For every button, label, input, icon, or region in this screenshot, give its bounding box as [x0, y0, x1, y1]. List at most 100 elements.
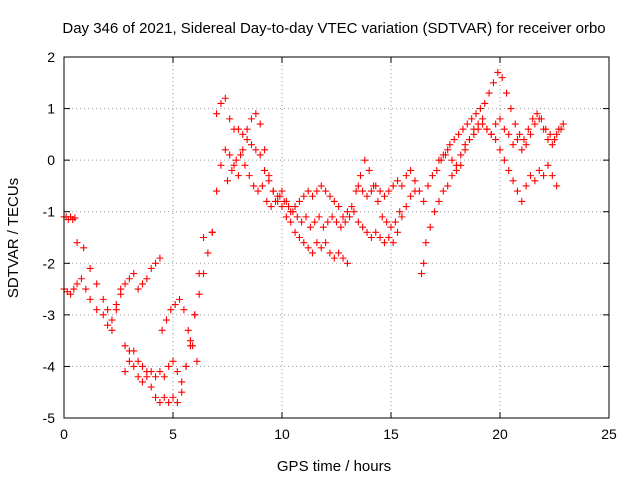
- data-point: [435, 197, 443, 205]
- data-point: [533, 110, 541, 118]
- data-point: [86, 295, 94, 303]
- data-point: [470, 125, 478, 133]
- data-point: [302, 213, 310, 221]
- data-point: [165, 362, 173, 370]
- data-point: [424, 182, 432, 190]
- y-tick-label: -2: [43, 255, 56, 271]
- data-point: [93, 306, 101, 314]
- data-point: [213, 110, 221, 118]
- series-satellite-6: [208, 110, 351, 267]
- data-point: [306, 223, 314, 231]
- data-point: [239, 130, 247, 138]
- data-point: [398, 213, 406, 221]
- data-point: [86, 264, 94, 272]
- data-point: [245, 172, 253, 180]
- data-point: [243, 136, 251, 144]
- data-point: [494, 68, 502, 76]
- data-point: [500, 156, 508, 164]
- data-point: [317, 182, 325, 190]
- series-satellite-8: [224, 151, 419, 247]
- data-point: [376, 234, 384, 241]
- data-point: [221, 146, 229, 154]
- data-point: [180, 306, 188, 314]
- data-point: [309, 249, 317, 257]
- data-point: [389, 182, 397, 190]
- data-point: [258, 182, 266, 190]
- data-point: [341, 218, 349, 226]
- data-point: [455, 130, 463, 138]
- data-point: [121, 280, 129, 288]
- data-point: [333, 218, 340, 226]
- data-point: [276, 192, 284, 200]
- series-satellite-7: [213, 94, 404, 231]
- data-point: [446, 141, 454, 149]
- data-point: [80, 244, 88, 252]
- data-point: [415, 187, 423, 195]
- data-point: [505, 130, 513, 138]
- data-point: [285, 203, 293, 211]
- data-point: [254, 187, 262, 195]
- data-point: [516, 130, 524, 138]
- y-tick-label: 1: [47, 101, 55, 117]
- data-point: [472, 110, 480, 118]
- data-point: [553, 130, 561, 138]
- data-point: [354, 218, 362, 226]
- data-point: [256, 120, 264, 128]
- data-point: [322, 239, 330, 247]
- data-point: [407, 166, 415, 174]
- data-point: [468, 115, 476, 123]
- data-point: [380, 239, 388, 247]
- data-point: [169, 393, 177, 401]
- data-point: [152, 373, 160, 381]
- data-point: [391, 218, 399, 226]
- data-point: [374, 197, 382, 205]
- data-point: [457, 161, 465, 169]
- data-point: [540, 125, 548, 133]
- data-point: [293, 213, 301, 221]
- x-tick-label: 25: [601, 426, 617, 442]
- data-point: [291, 228, 299, 236]
- data-point: [195, 270, 203, 278]
- data-point: [191, 311, 199, 319]
- data-point: [82, 285, 90, 293]
- data-point: [394, 177, 402, 185]
- data-point: [298, 218, 306, 226]
- x-axis-label: GPS time / hours: [277, 458, 391, 475]
- data-point: [422, 239, 430, 247]
- data-point: [503, 89, 511, 97]
- data-point: [535, 166, 543, 174]
- data-point: [548, 141, 556, 149]
- data-point: [529, 115, 537, 123]
- y-axis-label: SDTVAR / TECUs: [5, 178, 22, 298]
- data-point: [200, 234, 208, 241]
- data-point: [335, 249, 343, 257]
- data-point: [99, 295, 107, 303]
- data-point: [511, 120, 519, 128]
- y-tick-label: -1: [43, 204, 56, 220]
- x-tick-label: 0: [60, 426, 68, 442]
- data-point: [498, 74, 506, 82]
- data-point: [130, 347, 138, 355]
- data-point: [428, 172, 436, 180]
- x-tick-label: 20: [492, 426, 508, 442]
- data-point: [117, 290, 125, 298]
- data-point: [479, 115, 487, 123]
- data-point: [385, 234, 393, 241]
- data-point: [544, 161, 552, 169]
- data-point: [178, 388, 186, 396]
- data-point: [167, 306, 175, 314]
- data-point: [551, 136, 558, 144]
- data-point: [335, 203, 343, 211]
- data-point: [513, 187, 521, 195]
- data-point: [376, 187, 384, 195]
- data-point: [178, 378, 186, 386]
- data-point: [156, 254, 164, 262]
- data-point: [93, 280, 101, 288]
- data-point: [457, 151, 465, 159]
- data-point: [289, 208, 297, 216]
- data-point: [509, 141, 517, 149]
- data-point: [134, 357, 142, 365]
- data-point: [138, 378, 146, 386]
- data-point: [147, 264, 155, 272]
